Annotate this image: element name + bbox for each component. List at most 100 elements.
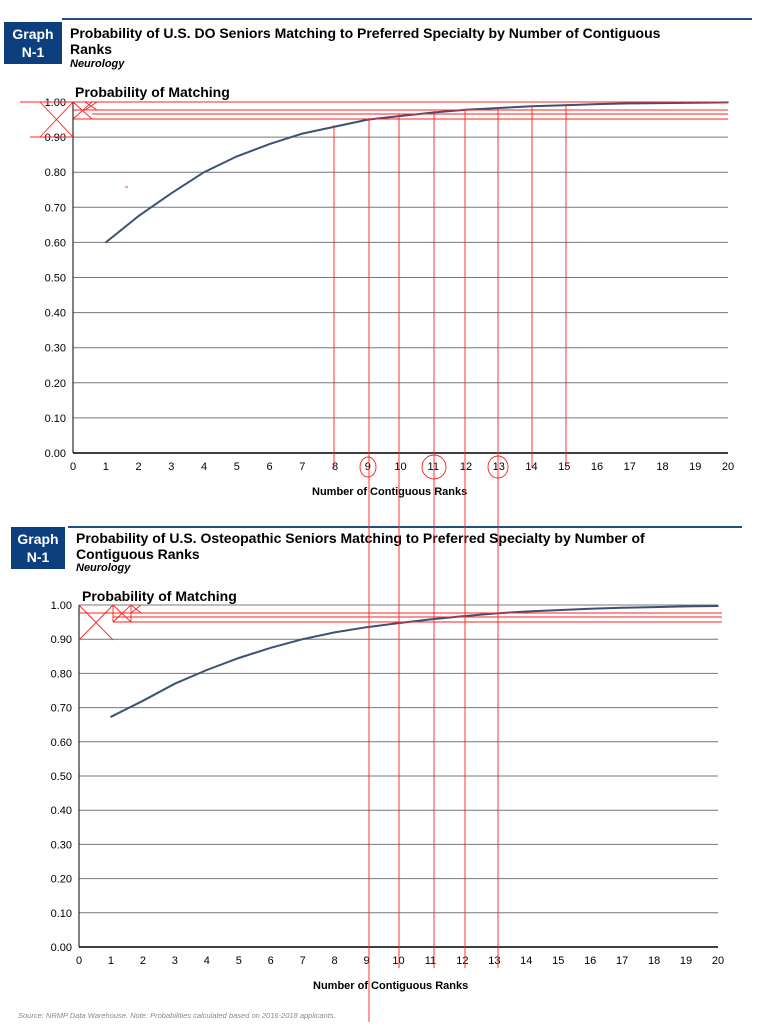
x-tick-label: 3 bbox=[172, 955, 178, 967]
chart-subtitle-1: Neurology bbox=[70, 58, 125, 70]
data-point bbox=[628, 102, 631, 105]
x-tick-label: 0 bbox=[70, 461, 76, 473]
x-tick-label: 11 bbox=[425, 955, 436, 967]
x-tick-label: 5 bbox=[236, 955, 242, 967]
data-point bbox=[137, 215, 140, 217]
x-tick-label: 18 bbox=[648, 955, 660, 967]
x-tick-label: 9 bbox=[363, 955, 369, 967]
y-tick-label: 0.00 bbox=[51, 942, 72, 954]
chart-subtitle-2: Neurology bbox=[76, 562, 131, 574]
graph-badge-1: Graph N-1 bbox=[4, 22, 62, 64]
badge-line-2: N-1 bbox=[26, 549, 50, 565]
data-point bbox=[694, 101, 697, 104]
data-point bbox=[589, 607, 591, 610]
y-tick-label: 0.10 bbox=[51, 908, 72, 920]
y-tick-label: 0.00 bbox=[45, 448, 66, 460]
x-tick-label: 6 bbox=[268, 955, 274, 967]
y-tick-label: 0.20 bbox=[51, 874, 72, 886]
data-point bbox=[563, 104, 566, 106]
data-point bbox=[365, 626, 368, 629]
data-point bbox=[557, 609, 560, 611]
y-tick-label: 0.50 bbox=[45, 273, 66, 285]
x-tick-label: 4 bbox=[201, 461, 207, 473]
y-tick-label: 0.60 bbox=[45, 237, 66, 249]
series-line bbox=[110, 605, 719, 718]
y-tick-label: 0.90 bbox=[45, 132, 66, 144]
y-axis-title-2: Probability of Matching bbox=[82, 588, 237, 604]
data-point bbox=[717, 605, 719, 607]
data-point bbox=[461, 615, 464, 618]
data-point bbox=[432, 111, 435, 114]
y-tick-label: 0.70 bbox=[51, 703, 72, 715]
x-tick-label: 1 bbox=[108, 955, 114, 967]
header-rule-1 bbox=[62, 18, 752, 20]
y-tick-label: 0.80 bbox=[45, 167, 66, 179]
x-tick-label: 6 bbox=[266, 461, 272, 473]
x-tick-label: 19 bbox=[680, 955, 692, 967]
chart-title-1: Probability of U.S. DO Seniors Matching … bbox=[70, 25, 661, 57]
x-tick-label: 9 bbox=[365, 461, 371, 473]
data-point bbox=[301, 132, 304, 135]
x-axis-title-2: Number of Contiguous Ranks bbox=[313, 980, 469, 992]
x-tick-label: 4 bbox=[204, 955, 210, 967]
data-point bbox=[301, 638, 304, 640]
x-axis-title-1: Number of Contiguous Ranks bbox=[312, 486, 468, 498]
data-point bbox=[333, 631, 336, 634]
x-tick-label: 20 bbox=[712, 955, 724, 967]
chart-2: 0.00 0.10 0.20 0.30 0.40 0.50 0.60 0.70 0.80 0.90… bbox=[51, 600, 725, 967]
x-tick-label: 11 bbox=[428, 461, 439, 473]
y-tick-label: 0.10 bbox=[45, 413, 66, 425]
x-tick-label: 16 bbox=[584, 955, 596, 967]
data-point bbox=[661, 102, 664, 104]
data-point bbox=[399, 115, 402, 117]
y-tick-label: 0.80 bbox=[51, 668, 72, 680]
chart-1: 0.00 0.10 0.20 0.30 0.40 0.50 0.60 0.70 0.80 0.90… bbox=[45, 97, 735, 473]
data-point bbox=[493, 612, 496, 615]
x-tick-label: 2 bbox=[140, 955, 146, 967]
x-tick-label: 7 bbox=[300, 955, 306, 967]
data-point bbox=[170, 192, 173, 195]
x-tick-label: 13 bbox=[493, 461, 505, 473]
y-tick-label: 1.00 bbox=[51, 600, 72, 612]
data-point bbox=[174, 682, 176, 685]
x-tick-label: 17 bbox=[624, 461, 636, 473]
data-point bbox=[525, 610, 528, 613]
data-point bbox=[621, 606, 623, 609]
data-point bbox=[268, 143, 271, 145]
source-note: Source: NRMP Data Warehouse. Note: Proba… bbox=[18, 1011, 336, 1020]
x-tick-label: 7 bbox=[299, 461, 305, 473]
x-tick-label: 15 bbox=[552, 955, 564, 967]
x-tick-label: 8 bbox=[332, 955, 338, 967]
x-tick-label: 12 bbox=[456, 955, 468, 967]
y-tick-label: 1.00 bbox=[45, 97, 66, 109]
x-tick-label: 2 bbox=[135, 461, 141, 473]
data-point bbox=[397, 622, 400, 624]
badge-line-1: Graph bbox=[17, 531, 59, 547]
data-point bbox=[465, 108, 467, 111]
y-tick-label: 0.40 bbox=[51, 805, 72, 817]
y-tick-label: 0.20 bbox=[45, 378, 66, 390]
header-rule-2 bbox=[68, 526, 742, 528]
badge-line-1: Graph bbox=[12, 26, 54, 42]
y-tick-label: 0.70 bbox=[45, 202, 66, 214]
y-tick-label: 0.40 bbox=[45, 308, 66, 320]
data-point bbox=[206, 669, 208, 671]
x-tick-label: 18 bbox=[656, 461, 668, 473]
data-point bbox=[653, 606, 655, 608]
x-tick-label: 14 bbox=[525, 461, 537, 473]
badge-line-2: N-1 bbox=[21, 44, 45, 60]
y-axis-title-1: Probability of Matching bbox=[75, 84, 230, 100]
graph-badge-2: Graph N-1 bbox=[11, 527, 65, 569]
data-point bbox=[497, 107, 500, 109]
x-tick-label: 16 bbox=[591, 461, 603, 473]
x-tick-label: 10 bbox=[392, 955, 404, 967]
data-point bbox=[110, 716, 112, 718]
data-point bbox=[269, 646, 272, 649]
y-tick-label: 0.50 bbox=[51, 771, 72, 783]
x-tick-label: 17 bbox=[616, 955, 628, 967]
data-point bbox=[142, 699, 144, 702]
x-tick-label: 15 bbox=[558, 461, 570, 473]
data-point bbox=[596, 103, 598, 105]
x-tick-label: 20 bbox=[722, 461, 734, 473]
